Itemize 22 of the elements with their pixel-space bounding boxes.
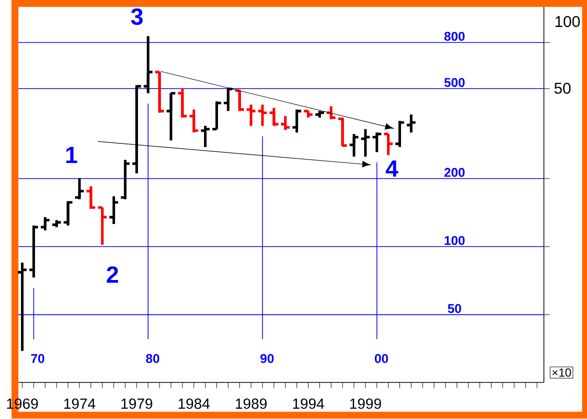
text: 100	[556, 16, 580, 28]
annotation: 4	[386, 160, 398, 177]
y-tick-label: 100	[444, 236, 465, 246]
x-tick-label: 1999	[350, 398, 382, 410]
annotation: 00	[374, 354, 388, 364]
annotation: 90	[260, 354, 274, 364]
y-tick-label: 800	[444, 32, 465, 41]
x-tick-label: 1989	[236, 398, 267, 410]
annotation: 1	[66, 147, 78, 164]
annotation: 3	[131, 8, 143, 26]
x-tick-label: 1994	[293, 398, 324, 410]
x-tick-label: 1984	[178, 398, 210, 410]
x-tick-label: 1974	[64, 398, 96, 410]
y-tick-label: 500	[444, 78, 465, 88]
text: ×10	[552, 368, 572, 377]
x-tick-label: 1979	[121, 398, 152, 410]
annotation: 80	[146, 354, 160, 364]
text: 50	[554, 82, 571, 94]
y-tick-label: 200	[444, 168, 465, 178]
annotation: 2	[106, 266, 118, 283]
annotation: 70	[31, 354, 44, 364]
y-tick-label: 50	[448, 304, 462, 314]
